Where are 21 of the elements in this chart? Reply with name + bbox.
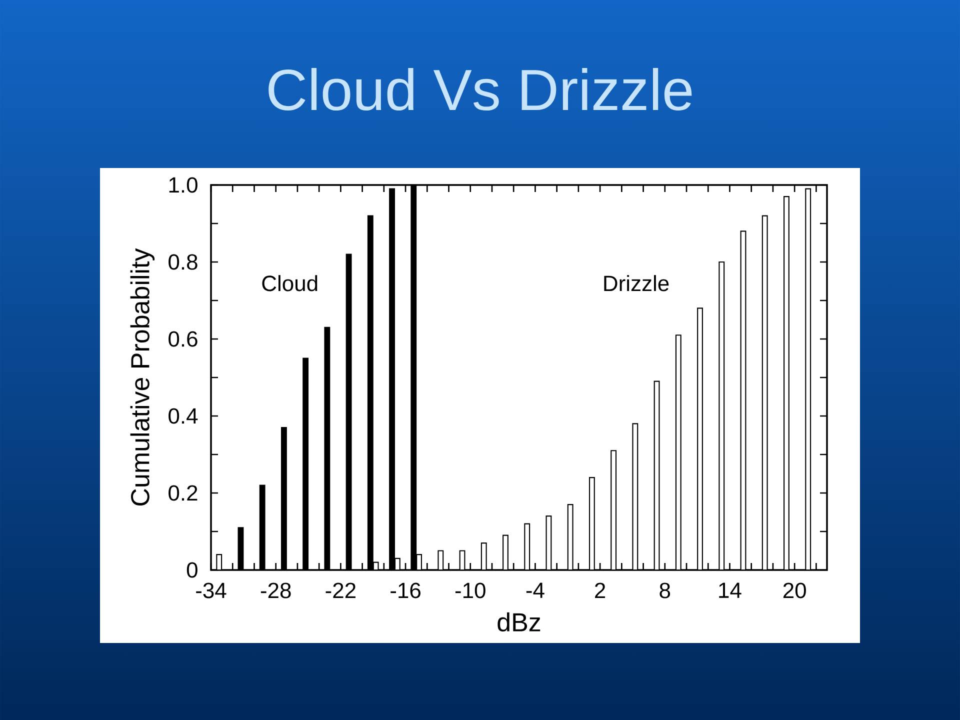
y-tick-label: 0.8 (168, 254, 198, 270)
x-tick-label: 14 (719, 582, 742, 598)
x-tick-label: -34 (196, 582, 226, 598)
series-label: Cloud (262, 275, 318, 292)
x-tick-label: -10 (455, 582, 486, 598)
x-tick-label: 8 (660, 582, 670, 598)
x-axis-title: dBz (498, 612, 540, 632)
y-tick-label: 0.2 (168, 485, 198, 501)
x-tick-label: 2 (595, 582, 606, 598)
x-tick-label: -16 (390, 582, 420, 598)
y-tick-label: 1.0 (169, 177, 198, 193)
series-label: Drizzle (604, 275, 669, 292)
chart-title: Cloud Vs Drizzle (268, 68, 692, 111)
x-tick-label: -4 (526, 582, 544, 598)
y-tick-label: 0.6 (168, 331, 198, 347)
x-tick-label: 20 (783, 582, 806, 598)
y-tick-label: 0.4 (168, 408, 198, 424)
y-tick-label: 0 (186, 562, 198, 578)
y-axis-title: Cumulative Probability (130, 248, 155, 506)
x-tick-label: -28 (260, 582, 291, 598)
x-tick-label: -22 (326, 582, 356, 598)
